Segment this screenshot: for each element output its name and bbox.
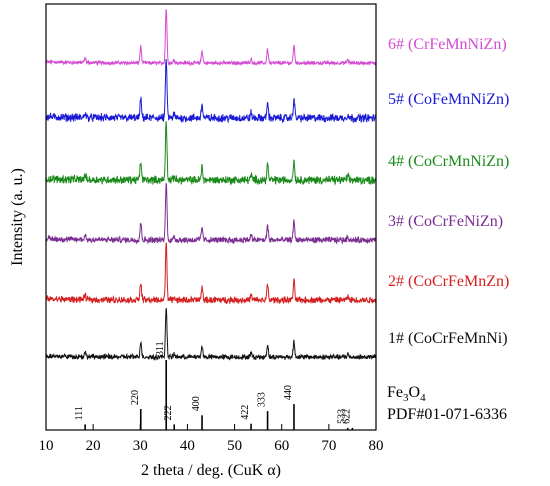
series-label: 6# (CrFeMnNiZn) xyxy=(388,36,507,53)
reference-hkl-label: 111 xyxy=(74,406,85,420)
series-label: 5# (CoFeMnNiZn) xyxy=(388,91,509,108)
reference-hkl-label: 220 xyxy=(130,390,141,405)
series-line xyxy=(45,58,377,124)
reference-hkl-label: 533 xyxy=(337,409,348,424)
series-line xyxy=(45,242,377,305)
x-tick-label: 20 xyxy=(86,438,101,454)
reference-formula: Fe3O4 xyxy=(387,384,426,404)
reference-pdf-number: PDF#01-071-6336 xyxy=(387,406,507,423)
x-tick-label: 50 xyxy=(227,438,242,454)
x-axis-ticks: 10 20 30 40 50 60 70 80 xyxy=(39,424,384,454)
series-layer xyxy=(45,9,377,361)
plot-frame xyxy=(45,3,377,431)
series-line xyxy=(45,9,377,67)
series-label: 2# (CoCrFeMnZn) xyxy=(388,273,509,290)
x-tick-label: 80 xyxy=(369,438,384,454)
reference-hkl-label: 222 xyxy=(163,405,174,420)
reference-hkl-label: 333 xyxy=(257,392,268,407)
reference-hkl-label: 422 xyxy=(240,405,251,420)
reference-hkl-label: 311 xyxy=(155,341,166,356)
x-tick-label: 40 xyxy=(180,438,195,454)
x-tick-label: 10 xyxy=(39,438,54,454)
reference-hkl-label: 400 xyxy=(191,396,202,411)
reference-hkl-label: 440 xyxy=(283,385,294,400)
series-label: 1# (CoCrFeMnNi) xyxy=(388,330,508,347)
series-label: 4# (CoCrMnNiZn) xyxy=(388,153,509,170)
y-axis-label: Intensity (a. u.) xyxy=(9,168,26,266)
x-axis-label: 2 theta / deg. (CuK α) xyxy=(141,462,281,479)
series-line xyxy=(45,307,377,361)
series-line xyxy=(45,182,377,245)
x-tick-label: 60 xyxy=(274,438,289,454)
series-label: 3# (CoCrFeNiZn) xyxy=(388,213,503,230)
series-labels: 6# (CrFeMnNiZn) 5# (CoFeMnNiZn) 4# (CoCrMn… xyxy=(388,36,509,347)
series-line xyxy=(45,121,377,186)
x-tick-label: 30 xyxy=(133,438,148,454)
x-tick-label: 70 xyxy=(321,438,336,454)
reference-hkl-label: 622 xyxy=(341,409,352,424)
